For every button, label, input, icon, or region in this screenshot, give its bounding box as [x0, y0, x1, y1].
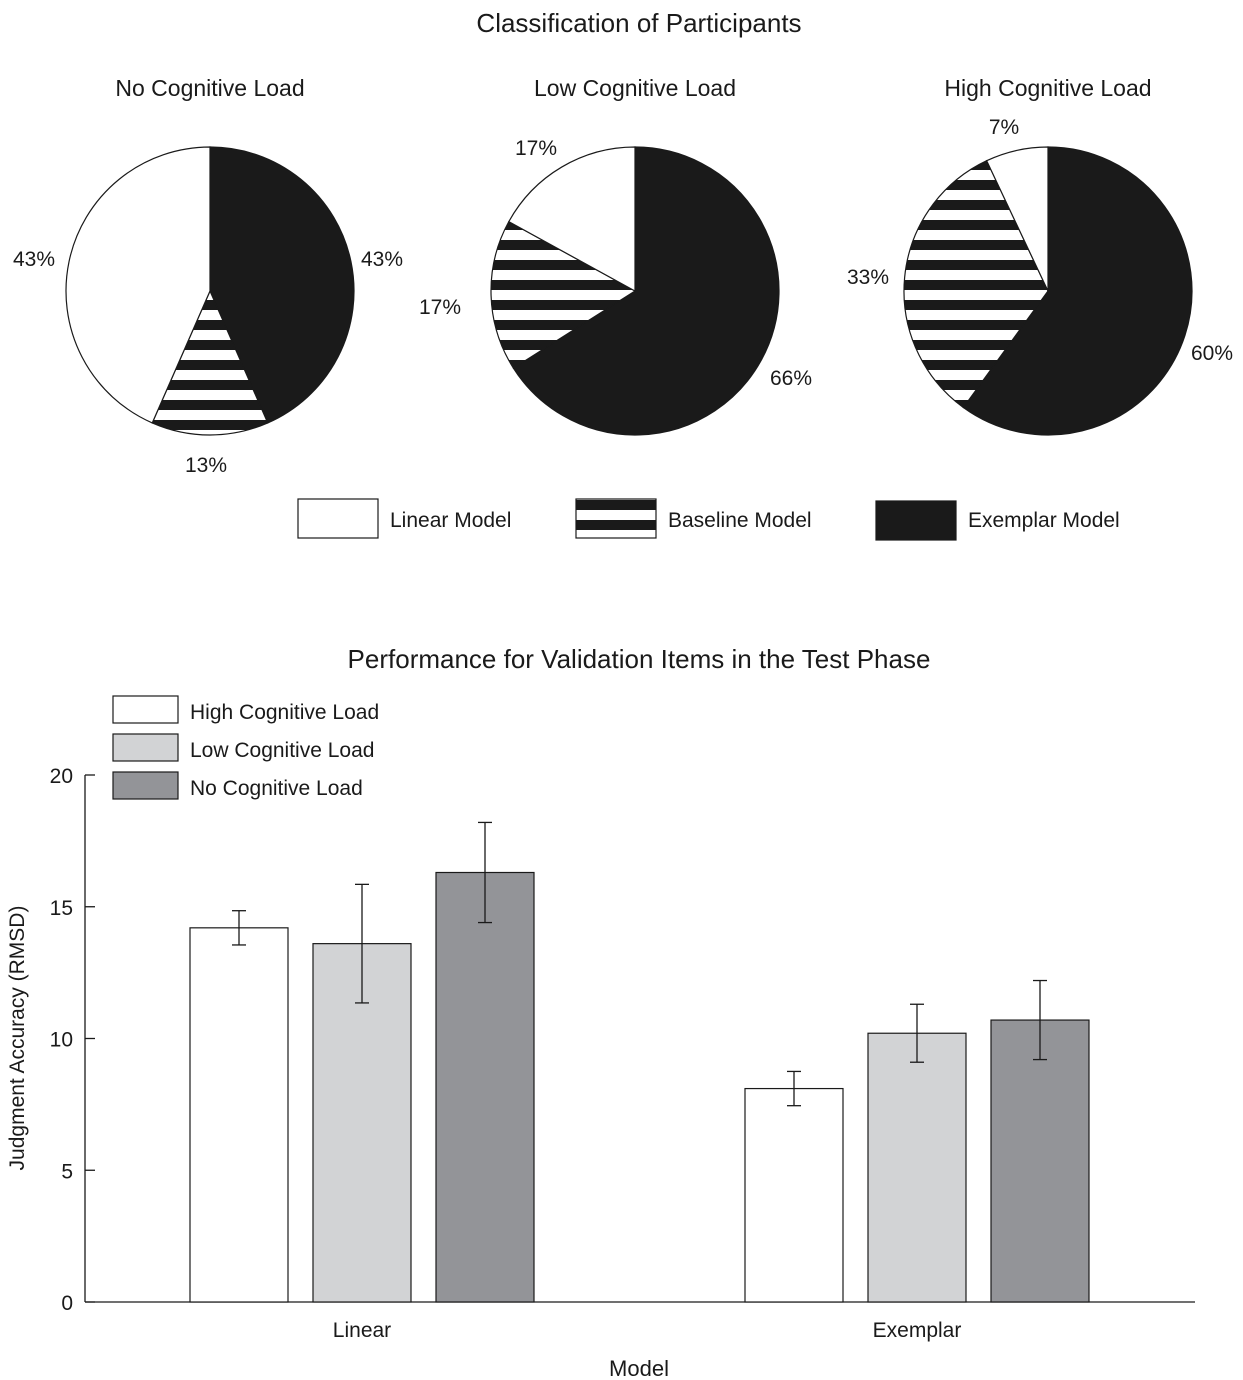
legend-label-exemplar-model: Exemplar Model — [968, 509, 1120, 532]
pie-slice-baseline-model — [151, 289, 269, 436]
y-tick-label: 0 — [61, 1292, 73, 1315]
pie-slice-label: 7% — [989, 116, 1019, 139]
y-axis-label: Judgment Accuracy (RMSD) — [6, 906, 29, 1171]
bar-linear-no-cognitive-load — [435, 871, 535, 1303]
bar-exemplar-low-cognitive-load — [867, 1032, 967, 1303]
legend-label-baseline-model: Baseline Model — [668, 509, 812, 532]
pie-slice-exemplar-model — [962, 146, 1193, 436]
legend-label-linear-model: Linear Model — [390, 509, 511, 532]
pie-slice-label: 60% — [1191, 342, 1233, 365]
legend-swatch-high-cognitive-load — [112, 695, 179, 724]
pie-title: No Cognitive Load — [115, 75, 304, 101]
pie-charts: No Cognitive Load 43% 13% 43% Low Cognitive … — [13, 75, 1233, 477]
legend-swatch-baseline-model — [575, 498, 657, 539]
top-title: Classification of Participants — [476, 8, 801, 38]
pie-no-cognitive-load: No Cognitive Load 43% 13% 43% — [13, 75, 403, 477]
x-tick-label: Linear — [333, 1319, 391, 1342]
y-tick-label: 15 — [50, 897, 73, 920]
legend-label-high-cognitive-load: High Cognitive Load — [190, 701, 379, 724]
pie-slice-label: 17% — [515, 137, 557, 160]
bar-exemplar-high-cognitive-load — [744, 1087, 844, 1303]
pie-slice-exemplar-model — [209, 146, 355, 424]
pie-title: Low Cognitive Load — [534, 75, 736, 101]
pie-slice-label: 43% — [13, 248, 55, 271]
legend-swatch-low-cognitive-load — [112, 733, 179, 762]
pie-high-cognitive-load: High Cognitive Load 60% 33% 7% — [847, 75, 1233, 436]
y-tick-label: 5 — [61, 1160, 73, 1183]
legend-swatch-no-cognitive-load — [112, 771, 179, 800]
bar-chart: 0 5 10 15 20 Linear Exemplar High Cognitive Loa… — [50, 695, 1195, 1342]
pie-slice-linear-model — [507, 146, 636, 293]
pie-slice-baseline-model — [490, 220, 637, 369]
bar-chart-title: Performance for Validation Items in the … — [348, 644, 931, 674]
x-tick-label: Exemplar — [873, 1319, 962, 1342]
legend-label-no-cognitive-load: No Cognitive Load — [190, 777, 363, 800]
y-tick-label: 20 — [50, 765, 73, 788]
pie-title: High Cognitive Load — [944, 75, 1151, 101]
pie-slice-linear-model — [985, 146, 1049, 292]
y-tick-label: 10 — [50, 1029, 73, 1052]
pie-slice-exemplar-model — [512, 146, 780, 436]
pie-slice-baseline-model — [903, 159, 1049, 409]
legend-swatch-linear-model — [297, 498, 379, 539]
x-axis-label: Model — [609, 1356, 669, 1380]
pie-slice-label: 13% — [185, 454, 227, 477]
legend-swatch-exemplar-model — [875, 500, 957, 541]
pie-slice-label: 43% — [361, 248, 403, 271]
bar-exemplar-no-cognitive-load — [990, 1019, 1090, 1303]
pie-slice-label: 66% — [770, 367, 812, 390]
bar-legend: High Cognitive Load Low Cognitive Load No … — [112, 695, 379, 800]
legend-label-low-cognitive-load: Low Cognitive Load — [190, 739, 374, 762]
bar-linear-high-cognitive-load — [189, 927, 289, 1303]
pie-low-cognitive-load: Low Cognitive Load 66% 17% 17% — [419, 75, 812, 436]
pie-legend: Linear Model Baseline Model Exemplar Mod… — [297, 498, 1120, 541]
pie-slice-label: 33% — [847, 266, 889, 289]
pie-slice-linear-model — [65, 146, 211, 424]
pie-slice-label: 17% — [419, 296, 461, 319]
